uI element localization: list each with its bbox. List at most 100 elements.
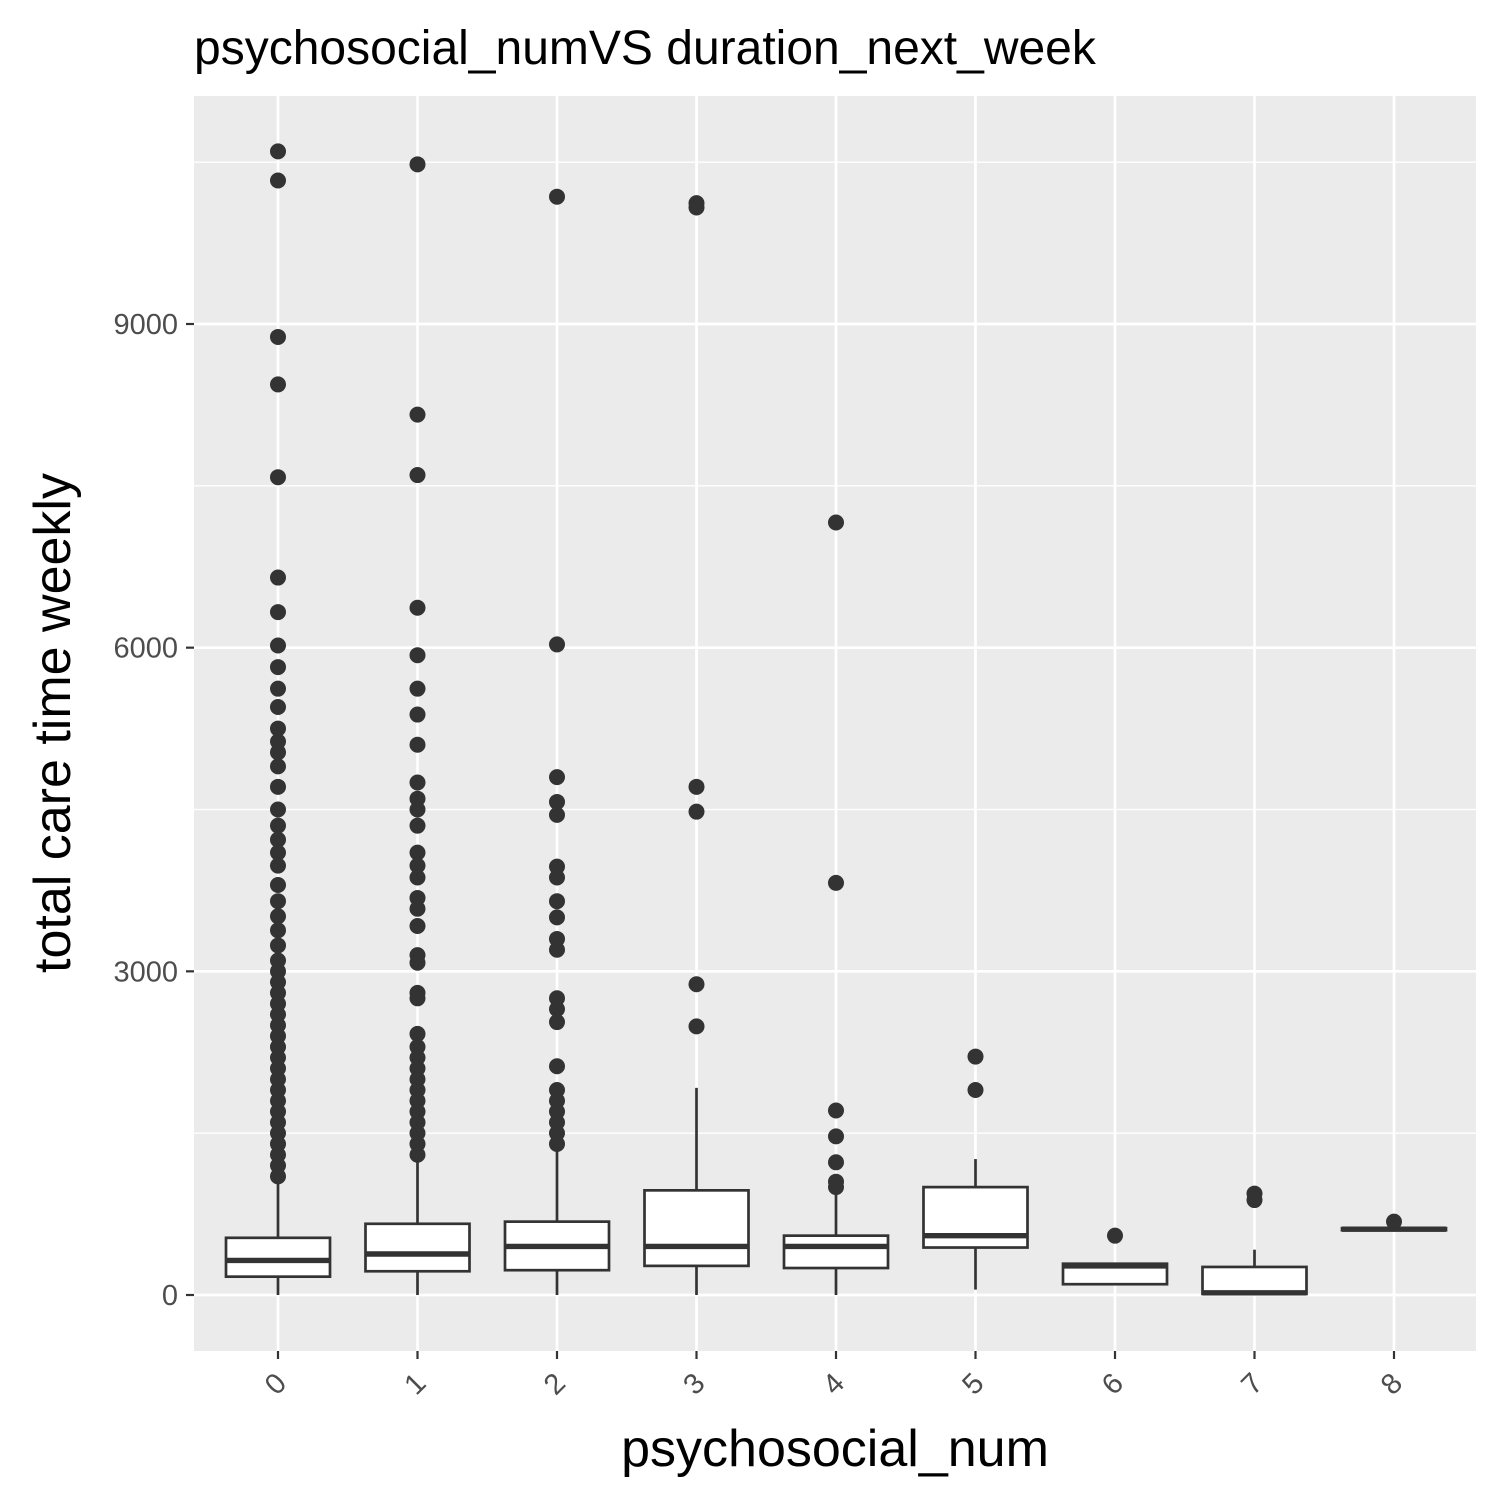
outlier-point <box>409 647 426 664</box>
box-group-4 <box>782 514 890 1295</box>
outlier-point <box>549 1135 565 1152</box>
outlier-point <box>549 806 565 823</box>
box-group-8 <box>1340 1213 1448 1232</box>
outlier-point <box>270 680 286 697</box>
outlier-point <box>828 514 844 531</box>
outlier-point <box>828 1154 844 1171</box>
outlier-point <box>409 706 426 723</box>
outlier-point <box>270 172 286 189</box>
x-axis-title: psychosocial_num <box>621 1420 1049 1478</box>
outlier-point <box>549 1014 565 1031</box>
outlier-point <box>270 844 286 861</box>
box-group-1 <box>364 156 471 1295</box>
outlier-point <box>688 199 705 216</box>
outlier-point <box>409 774 426 791</box>
outlier-point <box>270 778 286 795</box>
outlier-point <box>688 803 705 820</box>
box-group-6 <box>1061 1227 1169 1286</box>
box-iqr <box>922 1185 1029 1249</box>
outlier-point <box>270 908 286 925</box>
outlier-point <box>270 720 286 737</box>
outlier-point <box>270 877 286 894</box>
box-iqr <box>643 1188 750 1268</box>
outlier-point <box>1386 1213 1402 1230</box>
outlier-point <box>270 469 286 486</box>
y-tick-label: 3000 <box>113 956 178 988</box>
outlier-point <box>688 976 705 993</box>
outlier-point <box>549 1058 565 1075</box>
outlier-point <box>409 599 426 616</box>
outlier-point <box>270 817 286 834</box>
outlier-point <box>270 758 286 775</box>
outlier-point <box>270 893 286 910</box>
y-tick-label: 9000 <box>113 309 178 341</box>
outlier-point <box>409 900 426 917</box>
outlier-point <box>270 801 286 818</box>
box-iqr <box>782 1234 890 1270</box>
outlier-point <box>409 817 426 834</box>
outlier-point <box>409 801 426 818</box>
outlier-point <box>549 1001 565 1018</box>
box-series <box>224 143 1448 1296</box>
outlier-point <box>270 857 286 874</box>
outlier-point <box>409 990 426 1007</box>
outlier-point <box>270 637 286 654</box>
outlier-point <box>270 937 286 954</box>
outlier-point <box>409 156 426 173</box>
outlier-point <box>409 406 426 423</box>
outlier-point <box>549 869 565 886</box>
outlier-point <box>270 328 286 345</box>
outlier-point <box>549 941 565 958</box>
outlier-point <box>409 844 426 861</box>
outlier-point <box>409 736 426 753</box>
outlier-point <box>1246 1192 1263 1209</box>
y-axis-ticks: 0 3000 6000 9000 <box>113 309 194 1312</box>
box-group-7 <box>1201 1185 1308 1296</box>
major-gridlines <box>194 96 1476 1351</box>
box-group-5 <box>922 1048 1029 1290</box>
outlier-point <box>549 636 565 653</box>
outlier-point <box>967 1048 984 1065</box>
outlier-point <box>409 869 426 886</box>
outlier-point <box>270 376 286 393</box>
outlier-point <box>549 793 565 810</box>
outlier-point <box>828 1102 844 1119</box>
outlier-point <box>409 954 426 971</box>
outlier-point <box>967 1082 984 1099</box>
outlier-point <box>409 1025 426 1042</box>
outlier-point <box>409 467 426 484</box>
outlier-point <box>270 143 286 160</box>
y-tick-label: 0 <box>162 1280 178 1312</box>
box-group-2 <box>503 188 611 1295</box>
outlier-point <box>409 918 426 935</box>
outlier-point <box>270 604 286 621</box>
outlier-point <box>409 857 426 874</box>
outlier-point <box>828 874 844 891</box>
y-axis-title: total care time weekly <box>24 473 82 973</box>
outlier-point <box>828 1128 844 1145</box>
outlier-point <box>270 699 286 716</box>
outlier-point <box>549 893 565 910</box>
outlier-point <box>1107 1227 1123 1244</box>
box-iqr <box>224 1236 332 1279</box>
outlier-point <box>549 188 565 205</box>
outlier-point <box>549 909 565 926</box>
box-iqr <box>1201 1265 1308 1296</box>
box-iqr <box>364 1222 471 1273</box>
outlier-point <box>270 744 286 761</box>
outlier-point <box>270 569 286 586</box>
box-group-3 <box>643 195 750 1295</box>
y-tick-label: 6000 <box>113 633 178 665</box>
outlier-point <box>409 680 426 697</box>
outlier-point <box>688 778 705 795</box>
outlier-point <box>828 1179 844 1196</box>
outlier-point <box>688 1018 705 1035</box>
box-group-0 <box>224 143 332 1295</box>
outlier-point <box>270 1168 286 1185</box>
outlier-point <box>270 659 286 676</box>
outlier-point <box>270 922 286 939</box>
outlier-point <box>270 831 286 848</box>
outlier-point <box>409 1146 426 1163</box>
outlier-point <box>549 769 565 786</box>
